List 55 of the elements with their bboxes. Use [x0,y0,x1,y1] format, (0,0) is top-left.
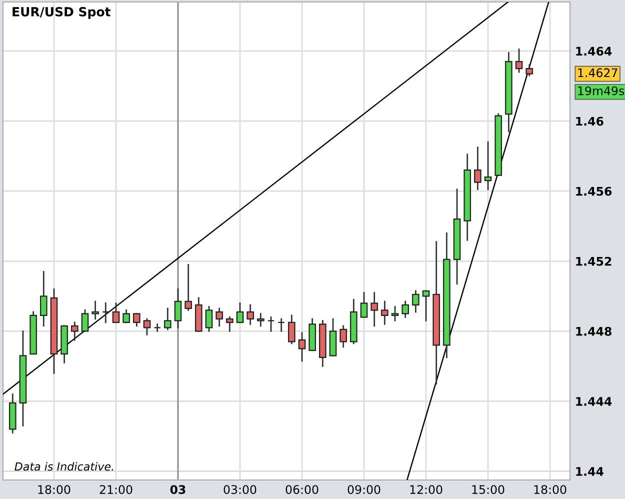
candlestick [216,308,223,327]
x-tick-label: 12:00 [410,485,442,494]
candlestick [412,290,420,313]
candlestick [102,302,110,324]
candlestick [257,312,264,327]
candlestick [40,270,48,327]
candlestick [205,306,213,332]
candlestick [133,312,140,327]
text: 19m49s [578,86,624,96]
candlestick [474,146,482,190]
chart-title: EUR/USD Spot [12,7,110,19]
candlestick [298,332,306,362]
x-tick-label: 09:00 [348,485,380,494]
annotation: Data is Indicative. [14,462,114,471]
candlestick [515,48,523,73]
x-tick-label: 06:00 [286,485,318,494]
candlestick [526,64,534,76]
y-tick-label: 1.46 [576,116,604,126]
x-tick-label: 03 [170,485,186,494]
candlestick [164,308,172,330]
candlestick [370,292,378,327]
x-tick-label: 18:00 [534,485,566,494]
y-tick-label: 1.448 [576,326,612,336]
candlestick [112,302,120,324]
candlestick [484,141,492,190]
x-tick-label: 21:00 [100,485,132,494]
candlestick [81,309,89,332]
candlestick [360,292,368,318]
y-tick-label: 1.444 [576,397,612,406]
candlestick [154,323,161,332]
y-tick-label: 1.456 [576,186,612,196]
x-tick-label: 15:00 [472,485,504,494]
text: 1.4627 [578,68,618,78]
candlestick [143,318,151,336]
candlestick [391,306,399,322]
y-tick-label: 1.44 [576,467,604,476]
candlestick [184,264,192,311]
candlestick [122,309,130,324]
candlestick [278,318,285,332]
candlestick [174,288,182,328]
candlestick [288,314,296,344]
candlestick [381,300,388,325]
candlestick [70,322,78,341]
candlestick [422,290,430,322]
candlestick [267,316,275,332]
candlestick [226,316,234,332]
candlestick [236,302,244,324]
candlestick [402,300,409,318]
y-tick-label: 1.452 [576,256,612,266]
candlestick [246,304,254,325]
x-tick-label: 18:00 [38,485,70,494]
candlestick [340,325,347,348]
candlestick [92,300,99,320]
y-tick-label: 1.464 [576,46,612,56]
x-tick-label: 03:00 [224,485,256,494]
